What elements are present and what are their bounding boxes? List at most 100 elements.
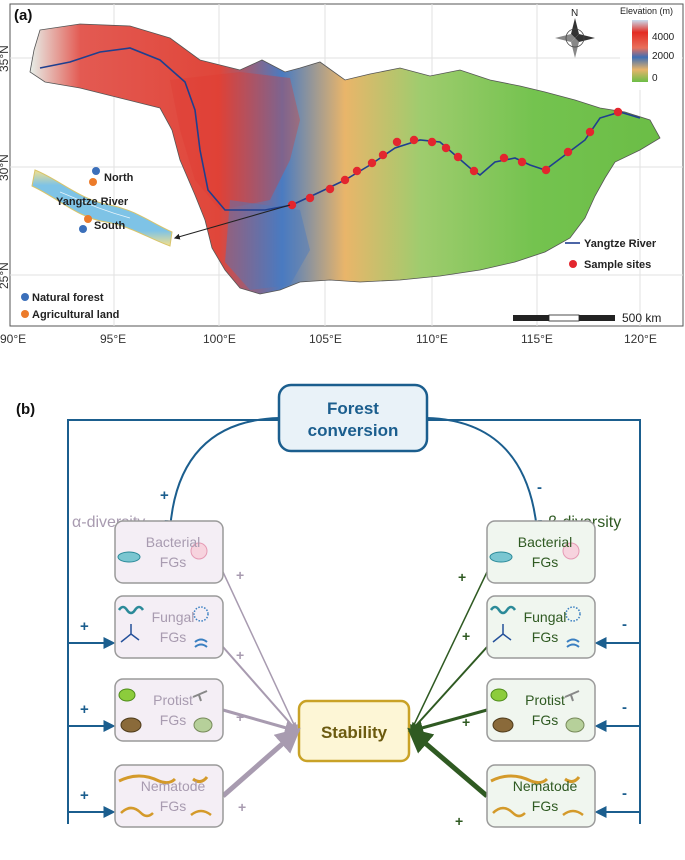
hyphae-icon: [117, 605, 145, 615]
sample-site-dot: [325, 184, 335, 194]
cocci-icon: [562, 542, 580, 560]
left-stability-link: [221, 727, 301, 798]
elevation-tick-2000: 2000: [652, 51, 675, 62]
sample-site-dot: [409, 135, 419, 145]
right-fungal-box: Fungal FGs: [486, 595, 596, 659]
nematode-worm-icon: [190, 809, 212, 817]
left-fungal-box: Fungal FGs: [114, 595, 224, 659]
right-link-sign: +: [455, 813, 463, 829]
mid-shade: [225, 200, 310, 290]
ciliate-icon: [565, 717, 585, 733]
legend-agricultural-land: Agricultural land: [32, 309, 119, 321]
sample-site-dot: [453, 152, 463, 162]
right-nematode-name: Nematode: [513, 778, 578, 794]
forest-conversion-line2: conversion: [308, 421, 399, 440]
site-type-legend: Natural forest Agricultural land: [21, 292, 119, 321]
sample-site-dot: [427, 137, 437, 147]
left-fungal-sub: FGs: [160, 629, 186, 645]
compass-icon: N: [555, 8, 595, 58]
y-axis-labels: 35°N 30°N 25°N: [0, 45, 11, 289]
sample-site-dot: [541, 165, 551, 175]
cocci-icon: [190, 542, 208, 560]
sample-sites: [287, 107, 623, 210]
forest-conversion-box: [277, 383, 429, 453]
sample-site-dot: [367, 158, 377, 168]
bacteria-icon: [117, 551, 141, 563]
yeast-icon: [566, 638, 580, 648]
nematode-worm-icon: [192, 776, 209, 784]
x-tick-115: 115°E: [521, 332, 553, 346]
nematode-worm-icon: [562, 809, 584, 817]
compass-n-label: N: [571, 8, 578, 19]
left-outer-frame: [67, 419, 279, 824]
x-tick-95: 95°E: [100, 332, 126, 346]
right-fungal-sub: FGs: [532, 629, 558, 645]
sample-site-dot: [499, 153, 509, 163]
flagellate-icon: [192, 690, 208, 702]
nematode-worm-icon: [492, 806, 526, 818]
left-nematode-sub: FGs: [160, 798, 186, 814]
x-tick-120: 120°E: [624, 332, 657, 346]
sample-site-dot: [352, 166, 362, 176]
sample-site-dot: [287, 200, 297, 210]
right-bacterial-sub: FGs: [532, 554, 558, 570]
hyphae-icon: [489, 605, 517, 615]
left-bacterial-name: Bacterial: [146, 534, 200, 550]
nematode-worm-icon: [490, 774, 549, 785]
bacteria-icon: [489, 551, 513, 563]
left-outer-sign: +: [80, 701, 89, 718]
yangtze-basin: [29, 23, 661, 295]
algae-icon: [490, 688, 508, 702]
panel-b: (b) Forest conversion + - α-diversity β-…: [16, 383, 641, 829]
elevation-legend-title: Elevation (m): [620, 6, 673, 16]
panel-a-label: (a): [14, 7, 32, 24]
right-link-sign: +: [462, 714, 470, 730]
right-stability-link: [408, 708, 488, 736]
x-tick-105: 105°E: [309, 332, 342, 346]
left-protist-box: Protist FGs: [114, 678, 224, 742]
right-outer-sign: -: [622, 785, 627, 802]
right-outer-sign: -: [622, 616, 627, 633]
right-protist-name: Protist: [525, 692, 565, 708]
inset-south-label: South: [94, 220, 125, 232]
mycelium-icon: [120, 624, 140, 643]
forest-conversion-line1: Forest: [327, 399, 379, 418]
right-link-sign: +: [462, 628, 470, 644]
x-tick-110: 110°E: [416, 332, 448, 346]
left-link-sign: +: [238, 799, 246, 815]
mycelium-icon: [492, 624, 512, 643]
sample-site-dot: [340, 175, 350, 185]
stability-links: + + + + + + + +: [221, 567, 489, 829]
left-link-sign: +: [236, 709, 244, 725]
right-bacterial-name: Bacterial: [518, 534, 572, 550]
spore-icon: [565, 606, 581, 622]
left-outer-sign: +: [80, 618, 89, 635]
right-nematode-box: Nematode FGs: [486, 764, 596, 828]
scale-bar: 500 km: [513, 311, 661, 325]
x-axis-labels: 90°E 95°E 100°E 105°E 110°E 115°E 120°E: [0, 332, 657, 346]
elevation-tick-4000: 4000: [652, 32, 675, 43]
legend-natural-forest: Natural forest: [32, 292, 104, 304]
yeast-icon: [194, 638, 208, 648]
left-stability-link: [222, 646, 299, 733]
elevation-colorbar: [632, 20, 648, 82]
sample-site-dot: [563, 147, 573, 157]
sample-site-dot: [517, 157, 527, 167]
sample-site-dot: [469, 166, 479, 176]
north-forest-dot: [92, 167, 100, 175]
inset-river: North Yangtze River South: [31, 167, 291, 247]
map-legend-sites: Sample sites: [584, 259, 651, 271]
north-agri-dot: [89, 178, 97, 186]
sample-site-dot: [585, 127, 595, 137]
algae-icon: [118, 688, 136, 702]
functional-group-boxes: BacterialFGsBacterialFGsFungalFGsFungalF…: [114, 520, 596, 828]
y-tick-35: 35°N: [0, 45, 11, 72]
sample-site-dot: [441, 143, 451, 153]
stability-label: Stability: [321, 723, 388, 742]
nematode-worm-icon: [118, 774, 177, 785]
sample-site-dot: [305, 193, 315, 203]
spore-icon: [193, 606, 209, 622]
sample-site-dot: [613, 107, 623, 117]
left-bacterial-box: Bacterial FGs: [114, 520, 224, 584]
